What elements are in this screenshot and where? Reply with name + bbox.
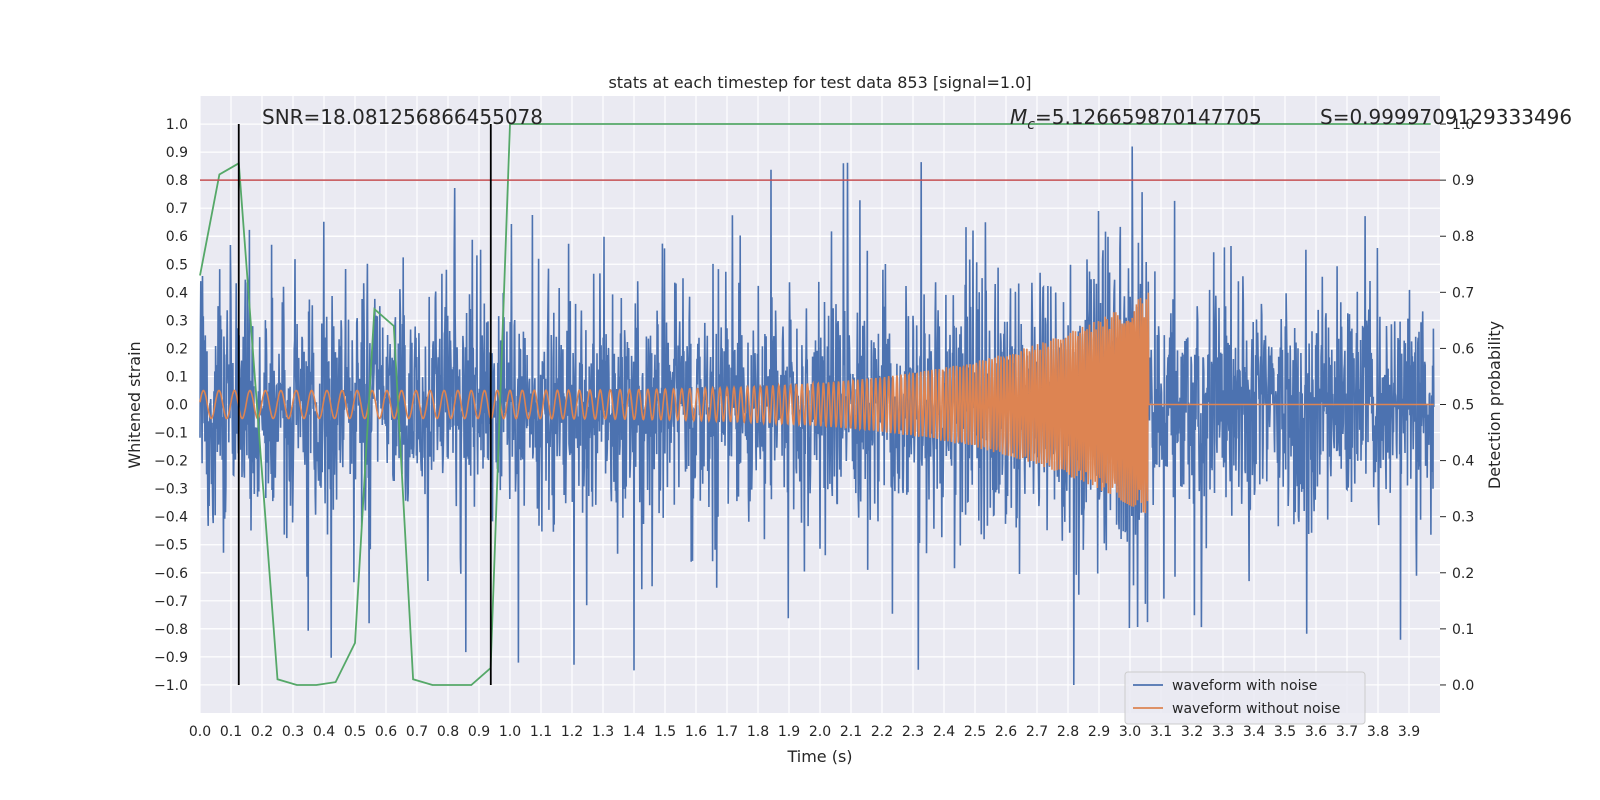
x-tick-label: 3.4 [1243,724,1265,740]
x-tick-label: 3.1 [1150,724,1172,740]
chirp-mass-symbol: M [1010,105,1027,129]
y2-axis-ticks: 1.0 0.9 0.8 0.7 0.6 0.5 0.4 0.3 0.2 0.1 0.0 [1440,117,1474,694]
y-tick-label: −0.9 [154,650,188,666]
x-tick-label: 1.1 [530,724,552,740]
x-tick-label: 1.7 [716,724,738,740]
x-tick-label: 2.3 [902,724,924,740]
chirp-mass-value: =5.126659870147705 [1035,105,1262,129]
probability-line [199,123,1431,686]
score-annotation: S=0.9999709129333496 [1320,105,1572,129]
x-tick-label: 0.2 [251,724,273,740]
y-tick-label: 0.7 [166,201,188,217]
clean-waveform-series [199,292,1434,514]
y-tick-label: −0.2 [154,454,188,470]
snr-annotation: SNR=18.081256866455078 [262,105,543,129]
x-tick-label: 0.7 [406,724,428,740]
x-tick-label: 1.6 [685,724,707,740]
x-tick-label: 3.5 [1274,724,1296,740]
chirp-mass-annotation: Mc=5.126659870147705 [1010,105,1262,133]
y-tick-label: 0.9 [166,145,188,161]
x-tick-label: 2.9 [1088,724,1110,740]
y-tick-label: −0.8 [154,622,188,638]
x-tick-label: 1.5 [654,724,676,740]
y2-tick-label: 0.0 [1452,678,1474,694]
y-tick-label: 0.5 [166,257,188,273]
y2-tick-label: 0.2 [1452,566,1474,582]
x-tick-label: 2.4 [933,724,955,740]
x-tick-label: 3.0 [1119,724,1141,740]
y-tick-label: 0.3 [166,313,188,329]
y-tick-label: −0.1 [154,426,188,442]
x-tick-label: 0.3 [282,724,304,740]
chart-title: stats at each timestep for test data 853… [608,73,1031,92]
legend-clean-label: waveform without noise [1172,701,1340,717]
x-tick-label: 1.0 [499,724,521,740]
x-tick-label: 1.2 [561,724,583,740]
y-tick-label: 0.1 [166,369,188,385]
y-tick-label: −0.6 [154,566,188,582]
x-tick-label: 0.9 [468,724,490,740]
y-tick-label: −0.7 [154,594,188,610]
x-tick-label: 1.9 [778,724,800,740]
legend-box [1124,671,1366,725]
y-axis-label: Whitened strain [125,341,144,468]
x-tick-label: 3.8 [1367,724,1389,740]
x-tick-label: 1.8 [747,724,769,740]
chirp-mass-subscript: c [1027,117,1035,133]
x-tick-label: 1.4 [623,724,645,740]
y-tick-label: 0.8 [166,173,188,189]
y2-tick-label: 0.9 [1452,173,1474,189]
y-tick-label: −1.0 [154,678,188,694]
legend: waveform with noise waveform without noi… [1124,671,1366,725]
y-tick-label: 0.0 [166,398,188,414]
x-tick-label: 3.9 [1398,724,1420,740]
x-tick-label: 0.1 [220,724,242,740]
x-tick-label: 3.7 [1336,724,1358,740]
y2-tick-label: 0.3 [1452,510,1474,526]
x-tick-label: 0.8 [437,724,459,740]
x-tick-label: 0.6 [375,724,397,740]
x-tick-label: 3.6 [1305,724,1327,740]
y-axis-ticks: 1.0 0.9 0.8 0.7 0.6 0.5 0.4 0.3 0.2 0.1 0.0 −0.1 −0.… [154,117,188,694]
y-tick-label: −0.5 [154,538,188,554]
x-axis-ticks: 0.0 0.1 0.2 0.3 0.4 0.5 0.6 0.7 0.8 0.9 1.0 1.1 1.2 1… [189,724,1420,740]
y2-tick-label: 0.1 [1452,622,1474,638]
y-tick-label: 1.0 [166,117,188,133]
x-tick-label: 0.0 [189,724,211,740]
y-tick-label: −0.3 [154,482,188,498]
x-tick-label: 2.7 [1026,724,1048,740]
x-tick-label: 3.3 [1212,724,1234,740]
clean-waveform-line [199,292,1434,514]
x-tick-label: 2.5 [964,724,986,740]
y-tick-label: 0.6 [166,229,188,245]
y2-tick-label: 0.5 [1452,398,1474,414]
x-axis-label: Time (s) [786,747,852,766]
x-tick-label: 2.0 [809,724,831,740]
y2-axis-label: Detection probability [1485,321,1504,489]
x-tick-label: 1.3 [592,724,614,740]
threshold-and-markers [200,124,1440,685]
y2-tick-label: 0.6 [1452,341,1474,357]
y-tick-label: 0.2 [166,341,188,357]
probability-series [199,123,1431,686]
y2-tick-label: 0.8 [1452,229,1474,245]
x-tick-label: 0.4 [313,724,335,740]
x-tick-label: 0.5 [344,724,366,740]
x-tick-label: 2.6 [995,724,1017,740]
y-tick-label: 0.4 [166,285,188,301]
x-tick-label: 2.1 [840,724,862,740]
x-tick-label: 2.2 [871,724,893,740]
y2-tick-label: 0.4 [1452,454,1474,470]
legend-noise-label: waveform with noise [1172,678,1317,694]
x-tick-label: 3.2 [1181,724,1203,740]
y-tick-label: −0.4 [154,510,188,526]
x-tick-label: 2.8 [1057,724,1079,740]
y2-tick-label: 0.7 [1452,285,1474,301]
y2-tick-label: 1.0 [1452,117,1474,133]
